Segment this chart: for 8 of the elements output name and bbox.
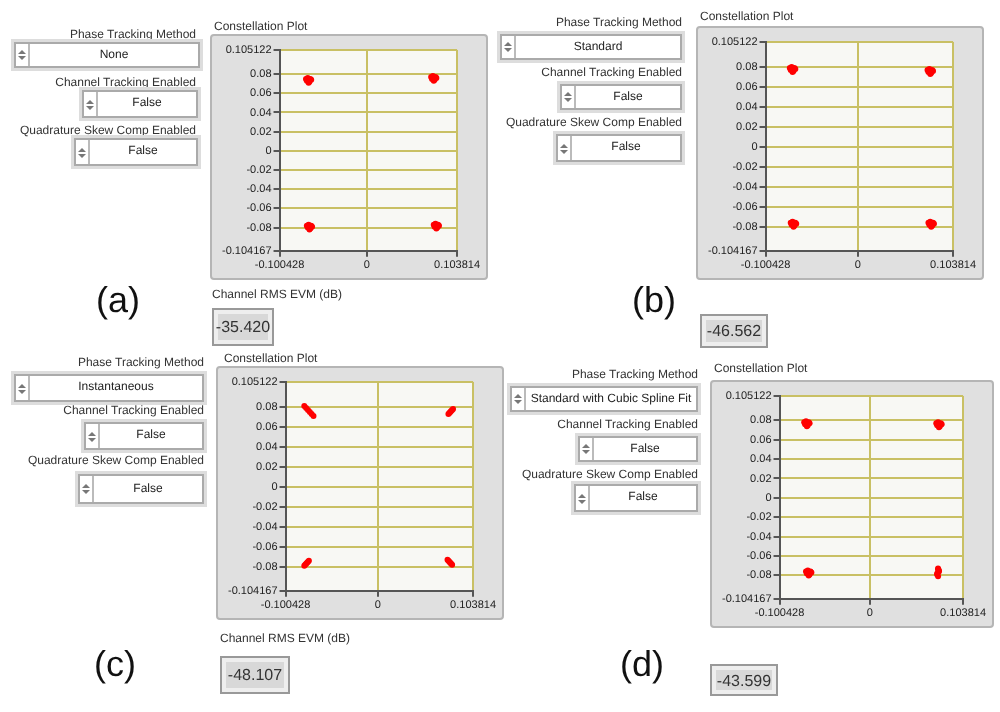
text: (c) xyxy=(94,644,136,686)
text: -46.562 xyxy=(700,314,768,348)
text: -48.107 xyxy=(220,656,290,694)
text: -35.420 xyxy=(212,308,274,346)
text: (d) xyxy=(620,644,664,686)
text: (a) xyxy=(96,280,140,322)
text: -43.599 xyxy=(710,664,778,696)
text: (b) xyxy=(632,280,676,322)
